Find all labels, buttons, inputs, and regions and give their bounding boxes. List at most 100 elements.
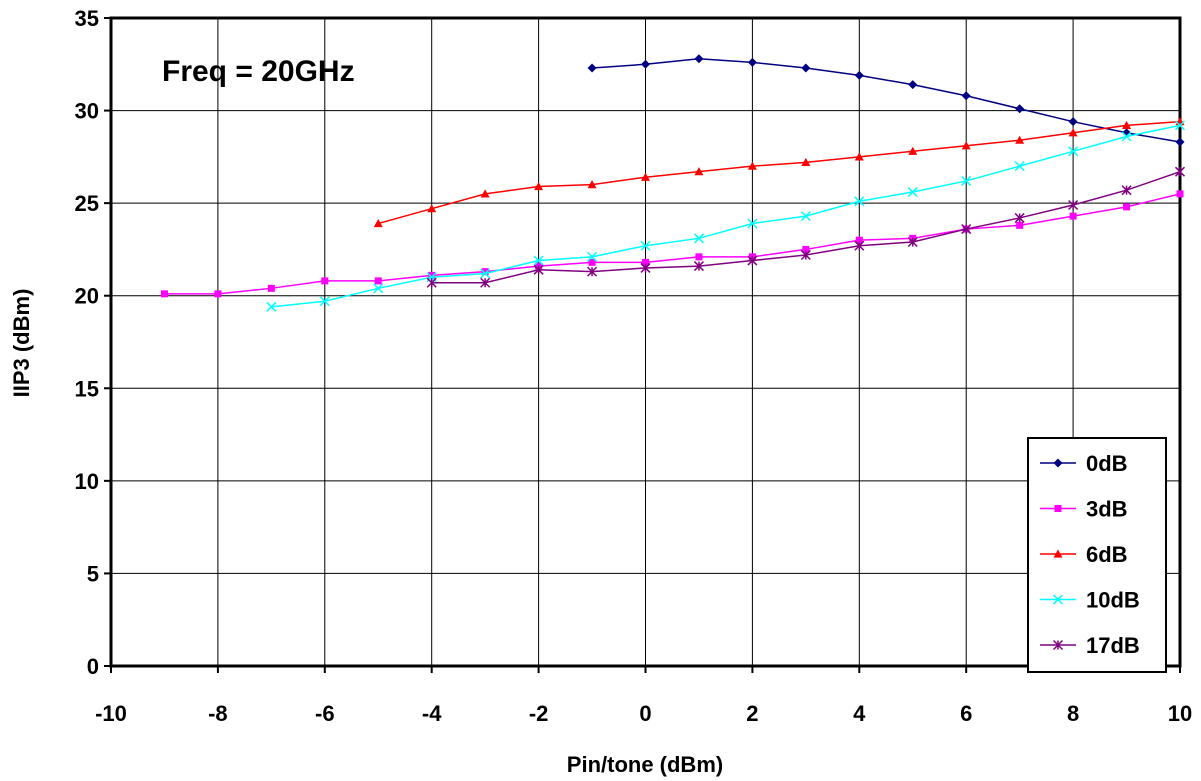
data-point	[1121, 185, 1132, 196]
data-point	[588, 258, 596, 266]
data-point	[800, 211, 811, 222]
legend-label: 0dB	[1086, 451, 1128, 476]
data-point	[640, 240, 651, 251]
x-tick-label: 10	[1168, 701, 1192, 726]
y-tick-label: 5	[87, 561, 99, 586]
data-point	[908, 146, 918, 155]
data-point	[747, 218, 758, 229]
legend-item-6dB: 6dB	[1040, 542, 1128, 567]
y-tick-label: 15	[75, 376, 99, 401]
data-point	[1015, 104, 1025, 114]
data-point	[1068, 117, 1078, 127]
legend-label: 3dB	[1086, 497, 1128, 522]
series-line	[271, 124, 1181, 308]
legend: 0dB 3dB 6dB 10dB 17dB	[1027, 437, 1167, 673]
data-point	[908, 80, 918, 90]
data-point	[1068, 128, 1078, 137]
legend-marker	[1054, 505, 1062, 512]
data-point	[641, 59, 650, 69]
data-point	[855, 236, 863, 244]
legend-item-10dB: 10dB	[1040, 588, 1140, 613]
legend-marker	[1053, 549, 1063, 558]
data-point	[1016, 221, 1024, 229]
data-point	[693, 261, 704, 272]
data-point	[641, 172, 650, 181]
legend-item-3dB: 3dB	[1040, 497, 1128, 522]
series-layer	[160, 54, 1186, 312]
data-point	[1069, 212, 1077, 220]
data-point	[1174, 166, 1186, 177]
x-tick-label: -4	[422, 701, 442, 726]
data-point	[534, 181, 544, 191]
legend-marker	[1052, 639, 1064, 651]
data-point	[1068, 146, 1079, 157]
data-point	[426, 277, 437, 288]
x-tick-label: 8	[1067, 701, 1079, 726]
data-point	[214, 290, 222, 298]
data-point	[802, 245, 810, 253]
data-point	[374, 277, 382, 285]
series-17dB	[426, 166, 1186, 288]
data-point	[854, 152, 864, 161]
gridlines	[111, 18, 1180, 666]
data-point	[480, 268, 491, 279]
data-point	[642, 258, 649, 266]
series-line	[164, 193, 1181, 295]
x-tick-label: 0	[639, 701, 651, 726]
data-point	[1014, 212, 1025, 223]
x-tick-label: -10	[95, 701, 127, 726]
legend-label: 6dB	[1086, 542, 1128, 567]
data-point	[480, 277, 491, 288]
x-tick-label: 6	[960, 701, 972, 726]
data-point	[854, 240, 865, 251]
series-10dB	[266, 120, 1186, 312]
data-point	[160, 290, 168, 298]
legend-marker	[1053, 458, 1063, 468]
data-point	[319, 296, 330, 307]
data-point	[693, 233, 704, 244]
data-point	[1121, 131, 1132, 142]
legend-label: 10dB	[1086, 588, 1140, 613]
y-tick-label: 10	[75, 469, 99, 494]
x-tick-label: -6	[315, 701, 335, 726]
data-point	[480, 189, 490, 198]
legend-item-17dB: 17dB	[1040, 633, 1140, 658]
series-line	[378, 120, 1181, 225]
data-point	[854, 70, 864, 80]
data-point	[801, 63, 811, 73]
legend-label: 17dB	[1086, 633, 1140, 658]
data-point	[321, 277, 329, 285]
data-point	[694, 54, 704, 64]
data-point	[801, 157, 811, 167]
legend-item-0dB: 0dB	[1040, 451, 1128, 476]
data-point	[1176, 190, 1184, 198]
data-point	[533, 255, 544, 266]
data-point	[695, 253, 703, 261]
y-axis-title: IIP3 (dBm)	[9, 289, 34, 398]
data-point	[961, 91, 971, 101]
data-point	[1014, 161, 1025, 172]
data-point	[747, 161, 757, 170]
data-point	[1122, 120, 1132, 129]
data-point	[1015, 135, 1025, 144]
data-point	[854, 196, 865, 207]
y-tick-label: 25	[75, 191, 99, 216]
x-axis-ticks: -10 -8 -6 -4 -2 0 2 4 6 8 10	[95, 666, 1192, 726]
data-point	[427, 204, 437, 213]
x-axis-title: Pin/tone (dBm)	[567, 752, 723, 777]
data-point	[533, 264, 544, 275]
y-axis-ticks: 0 5 10 15 20 25 30 35	[75, 6, 111, 679]
series-line	[591, 57, 1181, 143]
series-0dB	[587, 54, 1185, 147]
data-point	[961, 175, 972, 186]
y-tick-label: 35	[75, 6, 99, 31]
data-point	[587, 180, 597, 189]
data-point	[907, 187, 918, 198]
data-point	[747, 57, 757, 67]
data-point	[961, 141, 971, 150]
data-point	[266, 301, 277, 312]
legend-marker	[1052, 594, 1064, 605]
data-point	[373, 219, 383, 228]
